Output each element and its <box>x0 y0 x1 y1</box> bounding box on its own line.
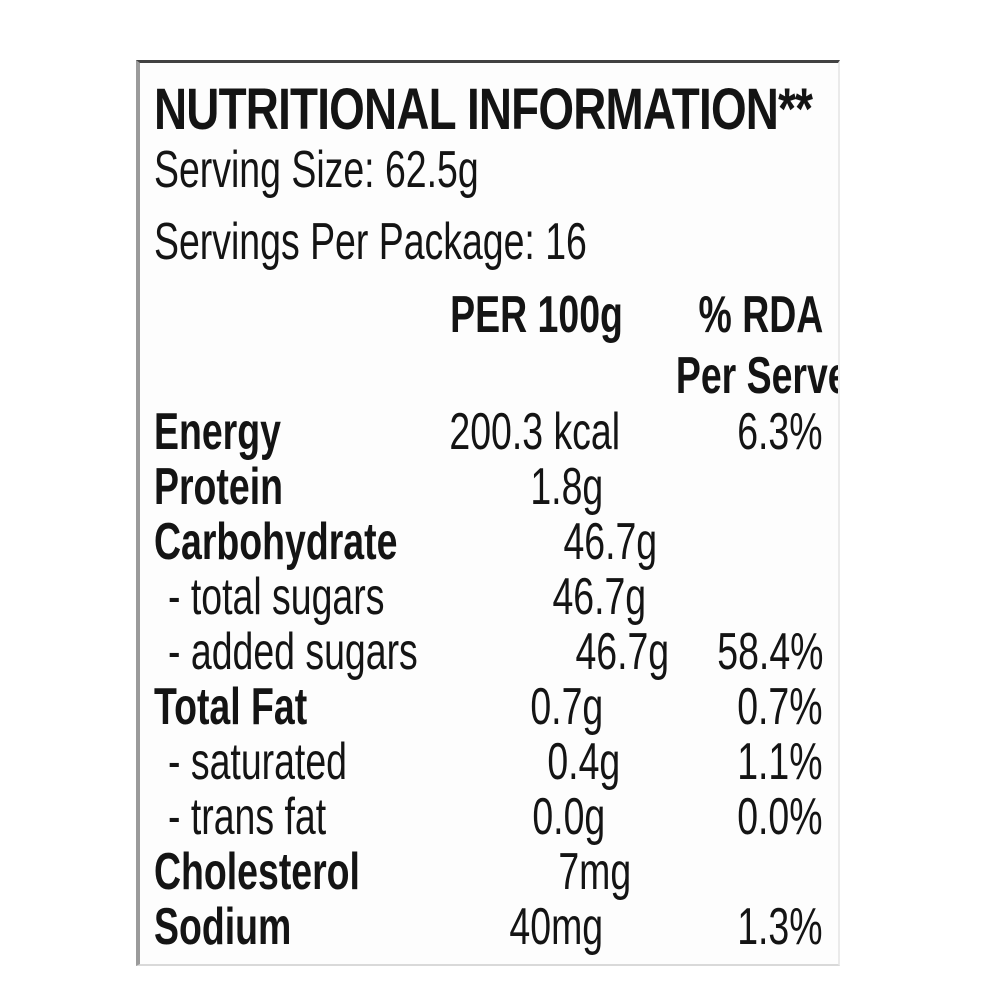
nutrient-name: - saturated <box>168 733 347 791</box>
nutrient-row: Total Fat 0.7g 0.7% <box>140 680 838 735</box>
nutrient-name: Energy <box>154 403 281 461</box>
servings-per-package-text: Servings Per Package: 16 <box>154 213 587 271</box>
nutrient-per-100g-value: 46.7g <box>575 623 669 681</box>
nutrition-title: NUTRITIONAL INFORMATION** <box>154 81 838 139</box>
nutrient-name: Protein <box>154 458 283 516</box>
column-header-row-2: Per Serve* <box>140 347 838 405</box>
nutrient-row: Energy 200.3 kcal 6.3% <box>140 405 838 460</box>
nutrient-rda-value <box>658 515 823 570</box>
nutrient-rda-value: 58.4% <box>716 623 823 681</box>
nutrient-row: Carbohydrate 46.7g <box>140 515 838 570</box>
nutrient-per-100g-value: 46.7g <box>552 568 646 626</box>
nutrient-per-100g-value: 0.4g <box>546 733 620 791</box>
nutrient-name: - total sugars <box>168 568 385 626</box>
per-100g-header: PER 100g <box>383 283 623 347</box>
nutrient-per-100g-value: 7mg <box>558 843 632 901</box>
nutrition-title-text: NUTRITIONAL INFORMATION** <box>154 77 813 142</box>
nutrient-per-100g-value: 200.3 kcal <box>449 403 621 461</box>
nutrient-name: Total Fat <box>154 678 308 736</box>
serving-size-text: Serving Size: 62.5g <box>154 141 479 199</box>
header-spacer <box>154 347 383 405</box>
nutrient-per-100g-value: 46.7g <box>563 513 658 571</box>
servings-per-package-line: Servings Per Package: 16 <box>154 211 838 273</box>
rda-header-line1: % RDA <box>603 283 823 347</box>
nutrition-label-panel: NUTRITIONAL INFORMATION** Serving Size: … <box>136 60 840 966</box>
nutrient-row: Protein 1.8g <box>140 460 838 515</box>
nutrient-row: - trans fat 0.0g 0.0% <box>140 790 838 845</box>
nutrient-row: Sodium 40mg 1.3% <box>140 900 838 955</box>
nutrient-rda-value <box>646 570 823 625</box>
nutrient-row: Cholesterol 7mg <box>140 845 838 900</box>
column-header-row: PER 100g % RDA <box>140 283 838 347</box>
nutrient-rda-value: 0.7% <box>737 678 823 736</box>
nutrient-name: - trans fat <box>168 788 327 846</box>
nutrient-name: - added sugars <box>168 623 418 681</box>
serving-size-line: Serving Size: 62.5g <box>154 139 838 201</box>
per-100g-header-empty <box>383 347 603 405</box>
nutrient-rda-value: 6.3% <box>737 403 823 461</box>
nutrient-rows: Energy 200.3 kcal 6.3% Protein 1.8g Carb… <box>140 405 838 955</box>
nutrient-rda-value <box>603 460 823 515</box>
nutrient-row: - saturated 0.4g 1.1% <box>140 735 838 790</box>
nutrient-rda-value: 0.0% <box>737 788 823 846</box>
nutrient-row: - total sugars 46.7g <box>140 570 838 625</box>
nutrient-name: Sodium <box>154 898 292 956</box>
nutrient-name: Cholesterol <box>154 843 360 901</box>
nutrient-per-100g-value: 1.8g <box>530 458 603 516</box>
nutrient-rda-value: 1.3% <box>737 898 823 956</box>
rda-header-line2-text: Per Serve* <box>675 347 838 405</box>
nutrient-per-100g-value: 0.0g <box>532 788 606 846</box>
nutrient-rda-value <box>632 845 823 900</box>
nutrient-per-100g-value: 40mg <box>509 898 603 956</box>
nutrient-rda-value: 1.1% <box>737 733 823 791</box>
rda-header-line2: Per Serve* <box>603 347 838 405</box>
per-100g-header-text: PER 100g <box>450 286 623 344</box>
rda-header-line1-text: % RDA <box>698 286 823 344</box>
nutrient-name: Carbohydrate <box>154 513 398 571</box>
header-spacer <box>154 283 383 347</box>
nutrient-per-100g-value: 0.7g <box>530 678 603 736</box>
nutrient-row: - added sugars 46.7g 58.4% <box>140 625 838 680</box>
